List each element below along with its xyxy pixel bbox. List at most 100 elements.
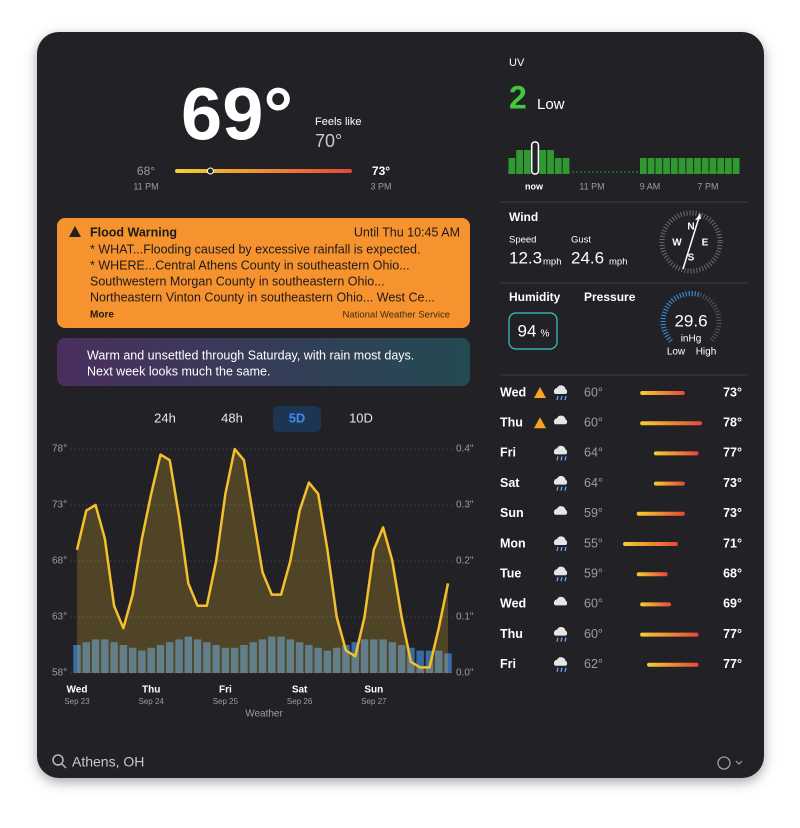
alert-box[interactable] xyxy=(57,218,470,328)
day-name: Thu xyxy=(500,627,523,641)
precip-bar xyxy=(147,647,155,673)
x-day-label: Thu xyxy=(142,685,160,696)
settings-icon[interactable] xyxy=(717,756,731,770)
tab[interactable]: 10D xyxy=(349,410,373,425)
pressure-gauge-fill xyxy=(660,291,701,343)
temp-range xyxy=(636,511,685,516)
uv-bar xyxy=(686,158,694,174)
uv-bar xyxy=(523,150,531,174)
compass-n: N xyxy=(687,222,694,233)
y2-tick-label: 0.2" xyxy=(456,556,474,567)
low-temp: 68° xyxy=(137,164,155,178)
uv-bar xyxy=(547,150,554,174)
uv-bar xyxy=(694,158,701,174)
precip-bar xyxy=(370,639,378,673)
temp-range-bar xyxy=(175,169,352,173)
feels-like-label: Feels like xyxy=(315,116,361,128)
day-name: Fri xyxy=(500,657,516,671)
day-name: Tue xyxy=(500,566,521,580)
settings-chevron[interactable] xyxy=(735,760,743,765)
alert-line: * WHERE...Central Athens County in south… xyxy=(90,258,410,272)
rain-drop xyxy=(556,667,559,672)
high-temp: 77° xyxy=(723,446,742,460)
humidity-box xyxy=(508,312,558,350)
high-temp: 73° xyxy=(723,476,742,490)
uv-bar xyxy=(732,158,740,174)
temp-range xyxy=(647,662,699,667)
humidity-value: 94 xyxy=(518,321,537,340)
precip-bar xyxy=(212,645,220,673)
precip-bar xyxy=(286,639,295,673)
alert-source[interactable]: National Weather Service xyxy=(342,310,450,321)
y2-tick-label: 0.4" xyxy=(456,444,474,455)
uv-bar xyxy=(701,158,709,174)
weather-icon xyxy=(553,596,568,606)
uv-bar xyxy=(725,158,732,174)
summary-line: Next week looks much the same. xyxy=(87,364,270,378)
uv-bar xyxy=(508,158,516,174)
wind-speed-label: Speed xyxy=(509,235,536,246)
precip-bar xyxy=(332,647,341,673)
alert-line: * WHAT...Flooding caused by excessive ra… xyxy=(90,242,420,256)
wind-arrow xyxy=(682,213,701,270)
high-temp: 71° xyxy=(723,536,742,550)
temp-line xyxy=(75,447,450,669)
precip-bar xyxy=(156,645,165,673)
precip-bar xyxy=(305,645,313,673)
high-temp: 68° xyxy=(723,566,742,580)
summary-box xyxy=(57,338,470,386)
uv-bar xyxy=(647,158,655,174)
wind-speed: 12.3 xyxy=(509,248,542,267)
temp-range xyxy=(640,632,699,637)
rain-drop xyxy=(564,456,567,461)
uv-bar xyxy=(554,158,562,174)
wind-title: Wind xyxy=(509,210,538,224)
rain-drop xyxy=(556,395,559,401)
weather-icon xyxy=(553,566,568,576)
weather-icon xyxy=(553,415,568,425)
alert-icon xyxy=(534,417,546,429)
precip-bar xyxy=(268,636,276,673)
tab[interactable]: 48h xyxy=(221,410,243,425)
tab-selected-bg xyxy=(273,406,321,432)
current-dot xyxy=(206,167,214,175)
day-name: Wed xyxy=(500,597,526,611)
y-tick-label: 78° xyxy=(52,444,67,455)
precip-bar xyxy=(128,647,137,673)
rain-drop xyxy=(564,546,567,552)
weather-icon xyxy=(553,445,568,455)
tab[interactable]: 24h xyxy=(154,410,176,425)
low-temp: 64° xyxy=(584,446,603,460)
temp-range xyxy=(636,572,668,577)
y2-tick-label: 0.1" xyxy=(456,612,474,623)
x-day-label: Sat xyxy=(292,685,308,696)
uv-bar xyxy=(530,141,540,175)
tab[interactable]: 5D xyxy=(289,410,306,425)
precip-bar xyxy=(240,645,248,673)
temp-range xyxy=(653,451,699,456)
precip-bar xyxy=(166,642,174,673)
alert-title: Flood Warning xyxy=(90,225,177,239)
uv-label: 9 AM xyxy=(640,181,661,191)
precip-bar xyxy=(175,639,183,673)
uv-index: 2 xyxy=(509,79,527,115)
humidity-unit: % xyxy=(541,329,550,340)
x-day-label: Sun xyxy=(364,685,383,696)
precip-bar xyxy=(91,639,100,673)
x-date-label: Sep 24 xyxy=(139,697,165,706)
day-name: Sat xyxy=(500,476,520,490)
rain-drop xyxy=(560,486,563,491)
pressure-value: 29.6 xyxy=(674,311,707,330)
y2-tick-label: 0.0" xyxy=(456,668,474,679)
search-location[interactable]: Athens, OH xyxy=(72,754,144,770)
alert-more[interactable]: More xyxy=(90,310,114,321)
gust-label: Gust xyxy=(571,235,591,246)
high-time: 3 PM xyxy=(370,181,391,191)
weather-icon xyxy=(553,506,568,515)
y-tick-label: 58° xyxy=(52,668,67,679)
compass-ring xyxy=(659,210,723,274)
rain-drop xyxy=(564,577,567,582)
precip-bar xyxy=(184,636,193,673)
x-date-label: Sep 25 xyxy=(213,697,239,706)
